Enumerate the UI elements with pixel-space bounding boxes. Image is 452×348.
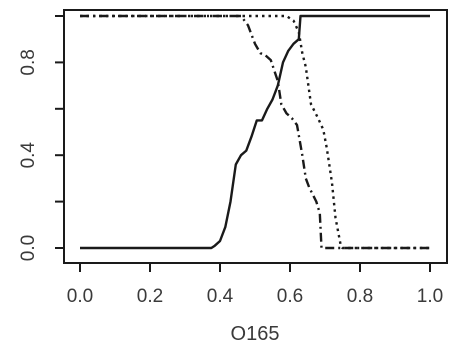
series-line-solid xyxy=(80,14,430,250)
x-tick-label: 1.0 xyxy=(417,286,443,307)
x-tick-label: 0.2 xyxy=(137,286,163,307)
x-tick-label: 0.4 xyxy=(207,286,234,307)
series-layer xyxy=(80,14,430,250)
x-tick-label: 0.6 xyxy=(277,286,303,307)
x-axis: 0.0 0.2 0.4 0.6 0.8 1.0 xyxy=(67,263,443,307)
y-tick-label: 0.4 xyxy=(18,142,39,169)
plot-frame xyxy=(63,9,448,264)
series-line-dotted xyxy=(80,14,430,250)
y-tick-label: 0.0 xyxy=(18,235,39,261)
y-tick-label: 0.8 xyxy=(18,49,39,75)
x-axis-label: O165 xyxy=(231,323,280,345)
series-line-dashdot xyxy=(80,14,430,250)
y-axis: 0.0 0.4 0.8 xyxy=(18,15,64,261)
x-tick-label: 0.8 xyxy=(347,286,373,307)
x-tick-label: 0.0 xyxy=(67,286,93,307)
